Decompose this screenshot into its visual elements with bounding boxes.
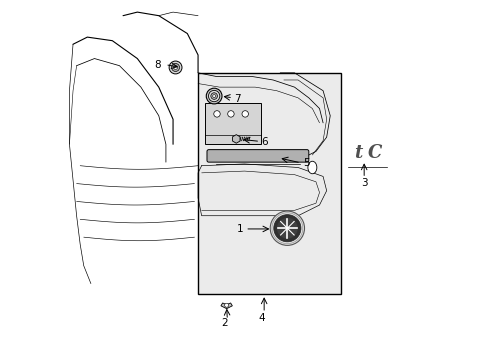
Bar (198, 73, 340, 294)
Circle shape (276, 217, 298, 239)
Text: 6: 6 (261, 137, 268, 147)
Text: 2: 2 (221, 318, 227, 328)
Circle shape (206, 88, 222, 104)
Bar (205, 103, 260, 144)
Text: C: C (367, 144, 381, 162)
Circle shape (227, 111, 234, 117)
Circle shape (210, 93, 217, 99)
Text: 5: 5 (302, 158, 309, 168)
Text: 7: 7 (234, 94, 241, 104)
Circle shape (208, 90, 219, 102)
Text: 4: 4 (258, 312, 264, 323)
Polygon shape (221, 303, 232, 309)
Circle shape (242, 111, 248, 117)
Text: 1: 1 (236, 224, 243, 234)
Circle shape (173, 66, 177, 69)
Ellipse shape (307, 161, 316, 174)
Text: 8: 8 (154, 60, 160, 69)
Circle shape (169, 61, 182, 74)
Polygon shape (232, 135, 240, 143)
FancyBboxPatch shape (206, 150, 308, 162)
Circle shape (213, 111, 220, 117)
Circle shape (212, 95, 215, 98)
Circle shape (224, 303, 228, 307)
Circle shape (270, 211, 304, 246)
Circle shape (171, 63, 179, 72)
Text: t: t (353, 144, 362, 162)
Text: 3: 3 (360, 178, 366, 188)
Circle shape (273, 215, 300, 242)
